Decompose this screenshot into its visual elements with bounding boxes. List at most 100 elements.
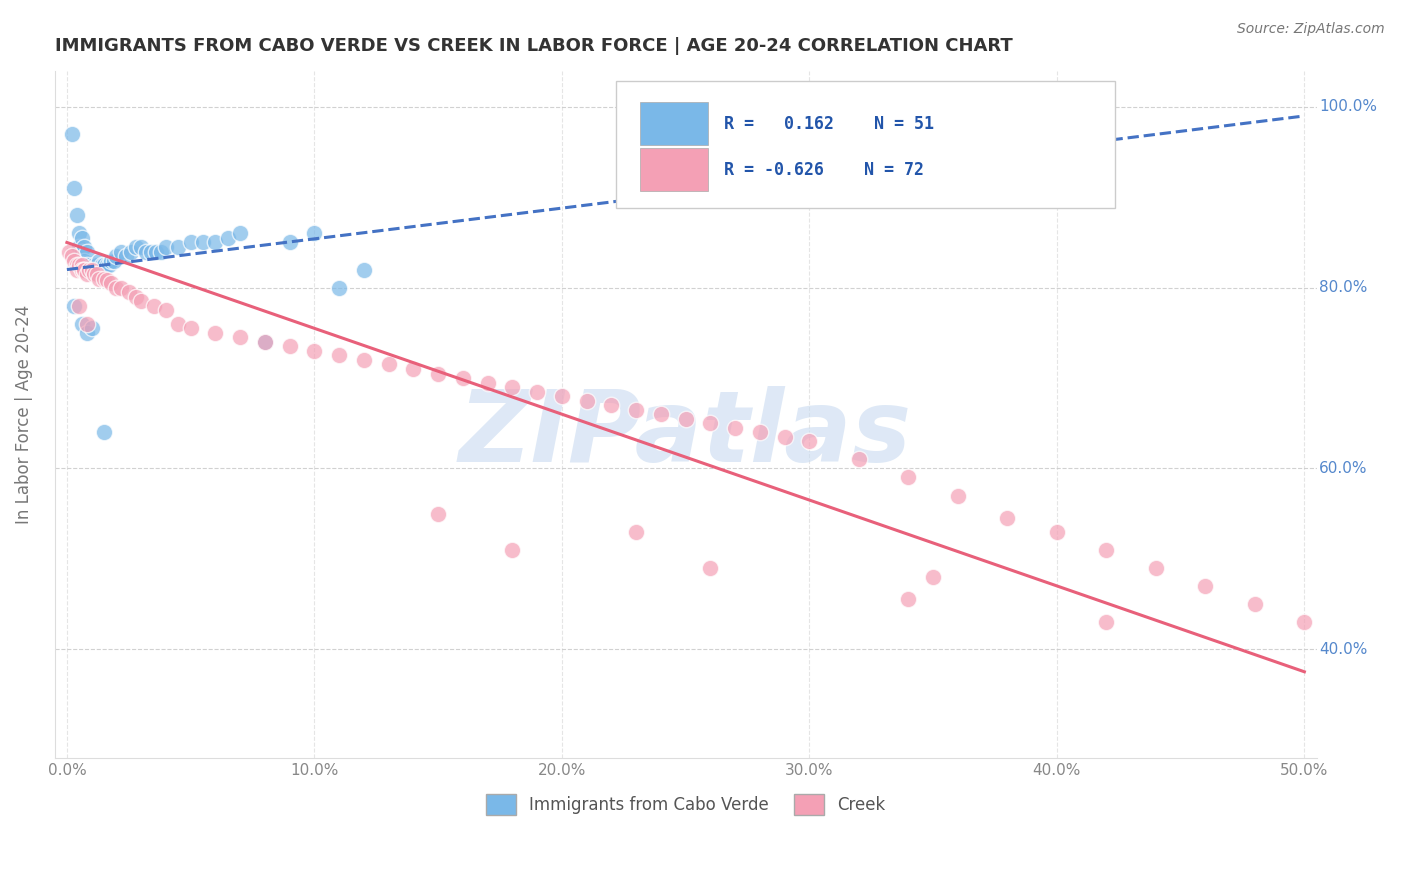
Point [80, 262, 103, 277]
Point [229, 330, 252, 344]
Point [77, 262, 100, 277]
Point [897, 592, 920, 607]
Point [377, 358, 399, 372]
Point [76, 317, 98, 331]
Point [253, 334, 276, 349]
Point [773, 430, 796, 444]
Point [67, 258, 90, 272]
Point [83, 267, 105, 281]
Point [73, 262, 96, 277]
Point [799, 434, 821, 449]
Point [87, 253, 110, 268]
Point [105, 280, 128, 294]
Point [526, 384, 548, 399]
Point [76, 267, 98, 281]
Point [60, 127, 83, 141]
Point [167, 240, 190, 254]
Point [76, 244, 98, 259]
Point [1194, 579, 1216, 593]
Point [155, 303, 177, 318]
Point [180, 235, 202, 250]
Point [80, 262, 103, 277]
Point [897, 470, 920, 484]
Point [103, 253, 125, 268]
Point [70, 262, 93, 277]
Point [118, 285, 141, 300]
Point [125, 290, 148, 304]
Point [848, 452, 870, 467]
Point [402, 362, 425, 376]
Point [98, 258, 121, 272]
Point [675, 411, 697, 425]
Point [73, 262, 96, 277]
Point [1244, 597, 1267, 611]
Point [96, 273, 118, 287]
Point [204, 326, 226, 340]
Text: ZIPatlas: ZIPatlas [460, 386, 912, 483]
Point [86, 267, 108, 281]
Point [70, 244, 93, 259]
Point [304, 343, 326, 358]
Point [80, 262, 103, 277]
Point [105, 249, 128, 263]
Point [624, 402, 647, 417]
Point [699, 561, 721, 575]
Point [93, 258, 115, 272]
Text: 40.0%: 40.0% [1319, 641, 1368, 657]
Point [427, 367, 450, 381]
Point [1294, 615, 1316, 629]
Point [1144, 561, 1167, 575]
Point [155, 240, 177, 254]
Point [278, 339, 301, 353]
Point [139, 244, 162, 259]
Point [229, 227, 252, 241]
Point [67, 299, 90, 313]
Point [1095, 542, 1118, 557]
Point [87, 271, 110, 285]
Point [328, 348, 350, 362]
Point [204, 235, 226, 250]
Point [76, 258, 98, 272]
Point [70, 258, 93, 272]
Point [353, 262, 375, 277]
Point [66, 262, 89, 277]
Point [73, 240, 96, 254]
Point [135, 244, 157, 259]
Point [191, 235, 214, 250]
Point [451, 371, 474, 385]
Point [110, 280, 132, 294]
Point [427, 507, 450, 521]
Point [96, 258, 118, 272]
FancyBboxPatch shape [616, 81, 1115, 208]
Point [63, 299, 86, 313]
Text: Source: ZipAtlas.com: Source: ZipAtlas.com [1237, 22, 1385, 37]
Point [477, 376, 499, 390]
Text: 100.0%: 100.0% [1319, 99, 1378, 114]
Point [100, 253, 122, 268]
Text: R =   0.162    N = 51: R = 0.162 N = 51 [724, 115, 934, 133]
Point [60, 249, 83, 263]
FancyBboxPatch shape [640, 102, 709, 145]
Point [1046, 524, 1069, 539]
Point [149, 244, 172, 259]
Point [748, 425, 770, 440]
Point [501, 380, 523, 394]
Point [77, 262, 100, 277]
Point [600, 398, 623, 412]
Point [304, 227, 326, 241]
Point [66, 208, 89, 222]
Point [66, 258, 89, 272]
Point [353, 353, 375, 368]
Point [253, 334, 276, 349]
Point [922, 570, 945, 584]
Point [724, 421, 747, 435]
Point [80, 321, 103, 335]
Point [67, 240, 90, 254]
Point [115, 249, 138, 263]
Point [145, 244, 167, 259]
Point [278, 235, 301, 250]
Point [120, 244, 142, 259]
Point [73, 253, 96, 268]
Point [946, 489, 969, 503]
Point [63, 181, 86, 195]
